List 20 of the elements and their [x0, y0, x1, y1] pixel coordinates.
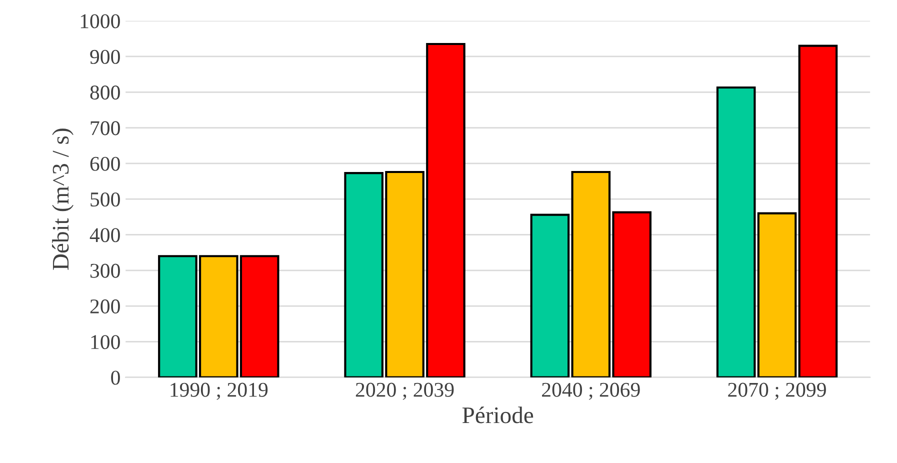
y-tick-label: 900 — [90, 50, 120, 64]
x-tick-label: 2070 ; 2099 — [728, 382, 826, 400]
y-tick-label: 500 — [90, 192, 120, 207]
y-tick-label: 0 — [111, 370, 120, 385]
y-tick-label: 400 — [90, 228, 120, 242]
y-tick-label: 800 — [90, 86, 120, 100]
y-tick-label: 300 — [90, 264, 120, 278]
bar — [798, 44, 838, 378]
x-tick-label: 2040 ; 2069 — [542, 382, 640, 400]
bar — [716, 86, 756, 378]
y-tick-label: 1000 — [80, 14, 120, 28]
y-tick-label: 200 — [90, 299, 120, 314]
x-tick-label: 1990 ; 2019 — [170, 382, 268, 400]
bar — [757, 212, 797, 378]
y-tick-label: 600 — [90, 156, 120, 171]
y-axis-title: Débit (m^3 / s) — [52, 128, 74, 270]
y-tick-label: 700 — [90, 121, 120, 136]
y-tick-label: 100 — [91, 335, 120, 350]
x-tick-label: 2020 ; 2039 — [356, 382, 454, 400]
x-axis-title: Période — [462, 406, 534, 424]
